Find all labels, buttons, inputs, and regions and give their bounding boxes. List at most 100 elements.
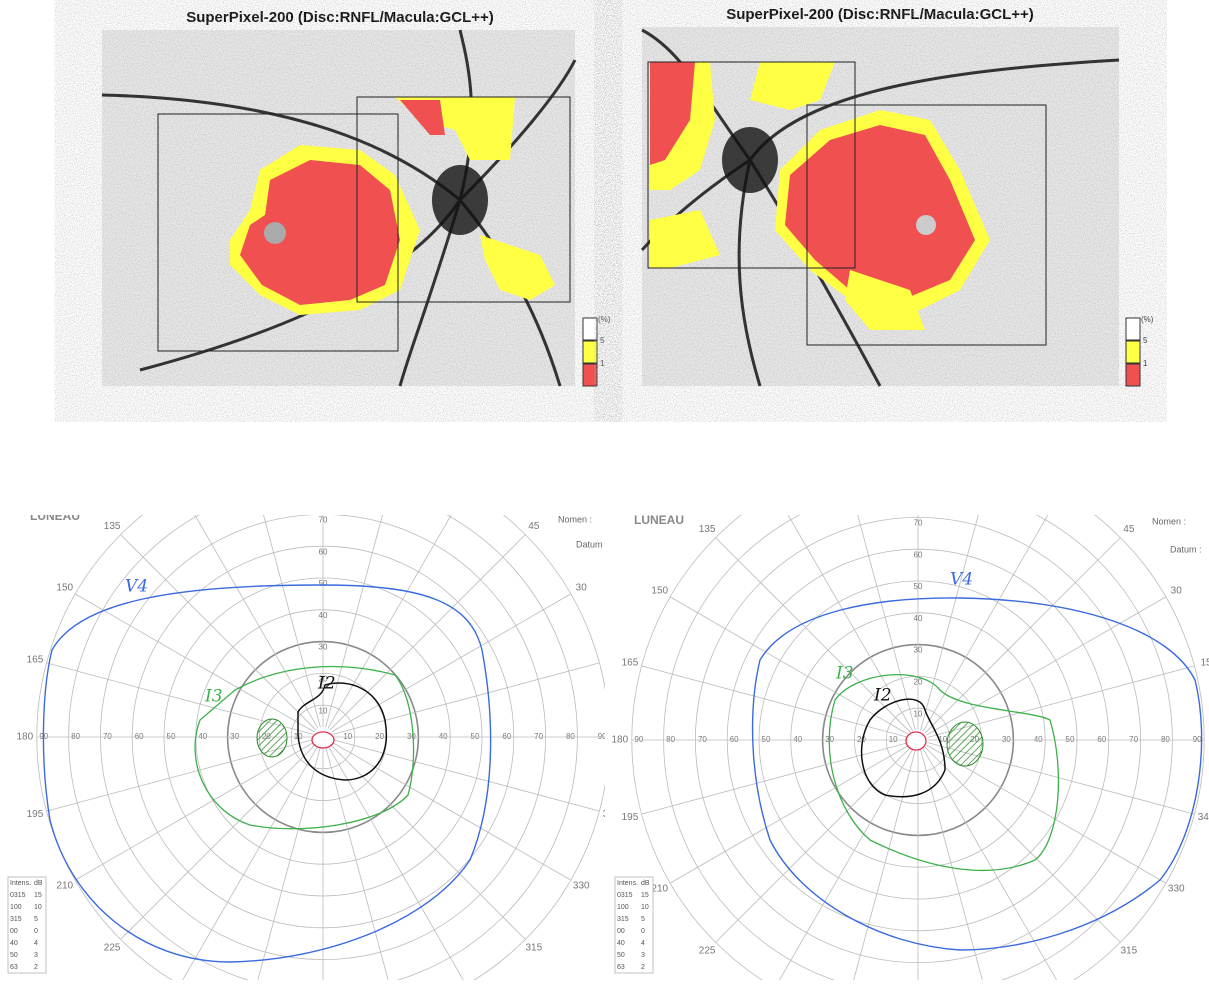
table-cell: 63 — [10, 964, 18, 971]
table-cell: 10 — [641, 904, 649, 911]
table-cell: 50 — [10, 952, 18, 959]
isopter-label: V4 — [950, 570, 973, 590]
isopter-label: I3 — [835, 664, 854, 684]
table-cell: 3 — [641, 952, 645, 959]
table-cell: 3 — [34, 952, 38, 959]
meridian-label: 30 — [1171, 586, 1183, 597]
legend-swatch — [1126, 341, 1140, 363]
legend-unit: (%) — [598, 315, 611, 324]
optic-disc — [432, 165, 488, 235]
meridian-label: 210 — [651, 884, 668, 895]
meridian-label: 15 — [1200, 657, 1209, 668]
table-cell: 00 — [10, 928, 18, 935]
meridian-line — [332, 742, 571, 880]
meridian-label: 150 — [651, 586, 668, 597]
meridian-label: 45 — [528, 521, 540, 532]
meridian-label: 225 — [699, 945, 716, 956]
meridian-line — [330, 535, 525, 730]
table-cell: 40 — [617, 940, 625, 947]
meridian-label: 150 — [56, 583, 73, 594]
meridian-line — [333, 663, 600, 734]
optic-disc — [722, 127, 778, 193]
meridian-line — [249, 461, 320, 728]
panel-title: SuperPixel-200 (Disc:RNFL/Macula:GCL++) — [726, 6, 1034, 23]
meridian-label: 330 — [1168, 884, 1185, 895]
meridian-label: 165 — [27, 654, 44, 665]
table-cell: 63 — [617, 964, 625, 971]
intensity-table: Intens.dB031515100103155000404503632 — [8, 877, 46, 973]
isopter-label: I3 — [204, 687, 223, 707]
isopter-v4 — [43, 585, 490, 962]
meridian-line — [330, 744, 525, 939]
meridian-line — [333, 740, 600, 811]
meridian-label: 315 — [526, 942, 543, 953]
polar-grid: 1010102020203030304040405050506060607070… — [611, 454, 1209, 980]
radius-label: 80 — [914, 487, 923, 496]
isopter-label: I2 — [317, 674, 336, 694]
table-cell: 00 — [617, 928, 625, 935]
meridian-line — [328, 746, 466, 980]
field-label: Datum : — [576, 539, 608, 549]
meridian-line — [75, 742, 314, 880]
page: SuperPixel-200 (Disc:RNFL/Macula:GCL++) … — [0, 0, 1209, 985]
table-cell: 40 — [10, 940, 18, 947]
meridian-label: 345 — [1198, 812, 1209, 823]
table-cell: 15 — [34, 892, 42, 899]
meridian-line — [925, 538, 1120, 733]
meridian-line — [642, 743, 909, 814]
meridian-line — [332, 594, 571, 732]
field-label: Nomen : — [558, 514, 592, 524]
field-label: Nomen : — [1152, 516, 1186, 526]
table-cell: 4 — [641, 940, 645, 947]
fovea — [264, 222, 286, 244]
meridian-label: 30 — [576, 583, 588, 594]
oct-panel: SuperPixel-200 (Disc:RNFL/Macula:GCL++) … — [642, 6, 1154, 386]
meridian-label: 195 — [27, 809, 44, 820]
meridian-line — [925, 747, 1120, 942]
table-cell: 0 — [641, 928, 645, 935]
brand: LUNEAU — [30, 509, 80, 523]
perimetry-panel: 1010102020203030304040405050506060607070… — [611, 454, 1209, 980]
meridian-line — [180, 489, 318, 728]
intensity-table: Intens.dB031515100103155000404503632 — [615, 877, 653, 973]
perimetry-panel: 1010102020203030304040405050506060607070… — [8, 451, 624, 980]
table-cell: 5 — [641, 916, 645, 923]
blind-spot — [257, 719, 287, 757]
meridian-line — [716, 747, 911, 942]
fovea — [916, 215, 936, 235]
radius-label: 80 — [319, 484, 328, 493]
meridian-label: 135 — [104, 521, 121, 532]
table-cell: Intens. — [617, 880, 638, 887]
legend-label: 1 — [1143, 359, 1148, 368]
meridian-line — [326, 461, 397, 728]
meridian-label: 225 — [104, 942, 121, 953]
meridian-line — [328, 489, 466, 728]
radius-label: 90 — [914, 455, 923, 464]
meridian-line — [921, 464, 992, 731]
meridian-line — [670, 745, 909, 883]
legend-swatch — [1126, 318, 1140, 340]
table-cell: dB — [641, 880, 650, 887]
meridian-label: 45 — [1123, 524, 1135, 535]
table-cell: 50 — [617, 952, 625, 959]
table-cell: 2 — [34, 964, 38, 971]
table-cell: 100 — [617, 904, 629, 911]
meridian-line — [180, 746, 318, 980]
table-cell: 315 — [10, 916, 22, 923]
meridian-line — [642, 666, 909, 737]
meridian-line — [923, 492, 1061, 731]
meridian-line — [121, 744, 316, 939]
legend-swatch — [583, 318, 597, 340]
brand: LUNEAU — [634, 513, 684, 527]
isopter-central — [312, 732, 334, 748]
meridian-label: 180 — [611, 735, 628, 746]
isopter-central — [906, 732, 926, 750]
table-cell: 0 — [34, 928, 38, 935]
table-cell: 2 — [641, 964, 645, 971]
field-label: Datum : — [1170, 544, 1202, 554]
legend-swatch — [583, 364, 597, 386]
meridian-line — [775, 492, 913, 731]
legend-swatch — [583, 341, 597, 363]
table-cell: 0315 — [617, 892, 633, 899]
panel-title: SuperPixel-200 (Disc:RNFL/Macula:GCL++) — [186, 9, 494, 26]
